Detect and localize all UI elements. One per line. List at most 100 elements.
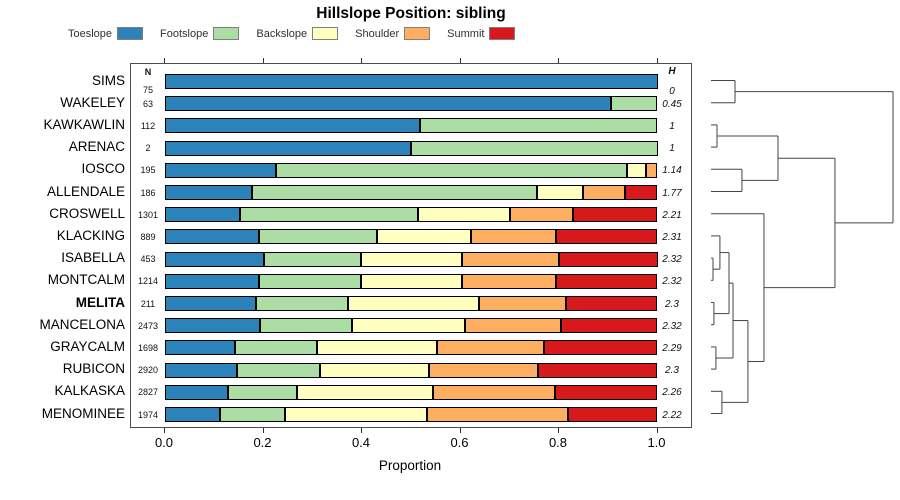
bar-segment-backslope: [319, 362, 430, 378]
series-label: ARENAC: [68, 139, 125, 155]
h-value: 2.21: [662, 209, 682, 221]
bar-segment-footslope: [220, 407, 285, 422]
series-label: IOSCO: [81, 161, 125, 177]
bar-segment-footslope: [259, 318, 352, 334]
bar-segment-footslope: [420, 118, 658, 134]
bar-segment-shoulder: [470, 229, 557, 245]
bar-segment-toeslope: [165, 340, 236, 356]
bar-segment-summit: [538, 362, 658, 378]
axis-tick-label: 0.0: [154, 435, 174, 450]
n-value: 2473: [137, 320, 159, 331]
bar-segment-footslope: [610, 96, 658, 112]
bar-segment-shoulder: [479, 296, 566, 311]
n-value: 112: [140, 120, 156, 131]
series-label: WAKELEY: [60, 94, 125, 110]
series-label: MONTCALM: [47, 272, 125, 288]
bar-segment-toeslope: [165, 140, 412, 156]
legend-swatch: [213, 27, 240, 40]
axis-tick: [656, 428, 658, 433]
chart-title: Hillslope Position: sibling: [316, 5, 506, 22]
axis-tick-label: 0.8: [548, 435, 568, 450]
h-value: 2.22: [662, 409, 682, 421]
axis-tick: [656, 58, 658, 63]
legend-swatch: [489, 27, 516, 40]
bar-segment-footslope: [275, 162, 627, 178]
h-column-header: H: [668, 65, 676, 77]
series-label: MENOMINEE: [41, 405, 125, 421]
bar-segment-footslope: [258, 273, 361, 289]
bar-segment-summit: [572, 207, 658, 223]
dendrogram: [711, 80, 894, 414]
n-value: 1698: [137, 342, 159, 353]
axis-tick-label: 0.2: [253, 435, 272, 450]
n-value: 63: [142, 98, 153, 109]
x-axis-title: Proportion: [378, 458, 442, 473]
axis-tick: [558, 428, 559, 433]
bar-segment-summit: [560, 318, 658, 334]
n-value: 211: [140, 298, 156, 309]
bar-segment-backslope: [376, 229, 471, 245]
bar-segment-footslope: [237, 362, 320, 378]
bar-segment-backslope: [297, 384, 434, 400]
legend-swatch: [404, 27, 431, 40]
legend-label: Shoulder: [355, 27, 400, 40]
n-value: 1301: [137, 209, 159, 220]
h-value: 2.32: [662, 254, 682, 266]
axis-tick-label: 1.0: [647, 435, 666, 450]
series-label: CROSWELL: [49, 205, 125, 221]
bar-segment-shoulder: [433, 384, 556, 400]
bar-segment-toeslope: [165, 96, 611, 112]
legend-label: Toeslope: [68, 27, 113, 40]
bar-segment-footslope: [259, 229, 377, 245]
bar-segment-toeslope: [165, 407, 221, 422]
bar-segment-backslope: [284, 407, 427, 422]
axis-tick: [361, 428, 362, 433]
legend-item: Footslope: [160, 27, 240, 40]
n-value: 186: [140, 187, 156, 198]
axis-tick: [262, 428, 264, 433]
series-label: ISABELLA: [61, 250, 125, 266]
bar-segment-summit: [555, 384, 658, 400]
bar-segment-backslope: [316, 340, 438, 356]
legend-swatch: [312, 27, 339, 40]
bar-segment-footslope: [252, 185, 538, 200]
bar-segment-footslope: [255, 296, 348, 311]
legend-label: Footslope: [160, 27, 209, 40]
bar-segment-toeslope: [165, 74, 658, 89]
bar-segment-toeslope: [165, 296, 256, 311]
legend-label: Summit: [447, 27, 485, 40]
n-value: 453: [140, 254, 156, 265]
n-value: 2: [145, 143, 151, 154]
h-value: 2.3: [665, 298, 679, 310]
h-value: 1: [669, 143, 675, 155]
bar-segment-toeslope: [165, 162, 276, 178]
bar-segment-footslope: [263, 251, 361, 267]
bar-segment-shoulder: [462, 273, 557, 289]
bar-segment-backslope: [418, 207, 511, 223]
series-label: ALLENDALE: [46, 183, 125, 199]
bar-segment-footslope: [411, 140, 658, 156]
series-label: KLACKING: [56, 227, 125, 243]
series-label: KAWKAWLIN: [43, 116, 125, 132]
legend-item: Summit: [447, 27, 516, 40]
h-value: 2.26: [662, 387, 682, 399]
n-value: 2827: [137, 387, 159, 398]
n-value: 889: [140, 231, 156, 242]
axis-tick: [361, 58, 362, 63]
h-value: 2.3: [665, 365, 679, 377]
axis-tick: [459, 58, 461, 63]
h-value: 2.32: [662, 320, 682, 332]
bar-segment-backslope: [351, 318, 466, 334]
h-value: 0.45: [662, 98, 682, 110]
bar-segment-toeslope: [165, 318, 260, 334]
axis-tick-label: 0.6: [450, 435, 469, 450]
n-value: 2920: [137, 365, 159, 376]
bar-segment-toeslope: [165, 118, 421, 134]
bar-segment-summit: [544, 340, 658, 356]
bar-segment-shoulder: [426, 407, 569, 422]
bar-segment-footslope: [227, 384, 298, 400]
bar-segment-footslope: [239, 207, 419, 223]
bar-segment-shoulder: [461, 251, 559, 267]
bar-segment-backslope: [537, 185, 584, 200]
bar-segment-summit: [556, 229, 658, 245]
